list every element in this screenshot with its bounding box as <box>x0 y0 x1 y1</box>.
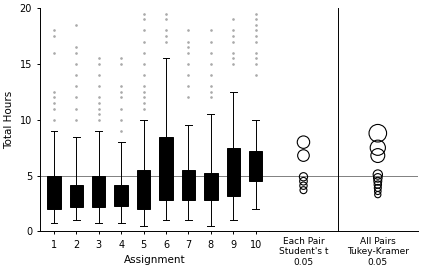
Point <box>300 140 307 144</box>
PathPatch shape <box>114 185 128 206</box>
PathPatch shape <box>182 170 195 200</box>
Point <box>374 131 381 136</box>
X-axis label: All Pairs
Tukey-Kramer
0.05: All Pairs Tukey-Kramer 0.05 <box>347 237 409 267</box>
Point <box>300 183 307 188</box>
Point <box>374 172 381 177</box>
PathPatch shape <box>137 170 150 209</box>
PathPatch shape <box>227 148 240 196</box>
Point <box>300 153 307 158</box>
PathPatch shape <box>70 185 83 207</box>
PathPatch shape <box>249 151 262 181</box>
Point <box>300 179 307 183</box>
Point <box>300 175 307 179</box>
Y-axis label: Total Hours: Total Hours <box>4 91 14 149</box>
X-axis label: Assignment: Assignment <box>124 255 186 265</box>
Point <box>374 186 381 190</box>
PathPatch shape <box>92 176 106 207</box>
Point <box>300 188 307 192</box>
PathPatch shape <box>159 137 173 200</box>
X-axis label: Each Pair
Student's t
0.05: Each Pair Student's t 0.05 <box>279 237 328 267</box>
Point <box>374 176 381 180</box>
Point <box>374 182 381 187</box>
PathPatch shape <box>47 176 61 209</box>
Point <box>374 153 381 158</box>
Point <box>374 179 381 183</box>
PathPatch shape <box>204 173 218 200</box>
Point <box>374 192 381 197</box>
Point <box>374 146 381 150</box>
Point <box>374 189 381 193</box>
